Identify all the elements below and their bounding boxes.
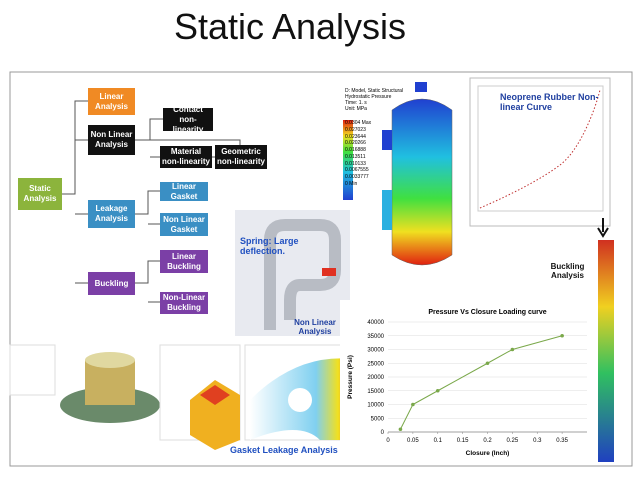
contour-legend-label: 0.027023	[345, 126, 366, 133]
x-tick-label: 0.3	[533, 438, 542, 444]
y-tick-label: 25000	[367, 361, 384, 367]
data-point	[411, 402, 415, 407]
y-axis-label: Pressure (Psi)	[347, 355, 354, 399]
x-tick-label: 0.25	[507, 438, 519, 444]
tree-node: Non Linear Gasket	[160, 213, 208, 236]
contour-legend-label: 0.020266	[345, 140, 366, 147]
tree-node: Leakage Analysis	[88, 200, 135, 228]
contour-header-line: Time: 1. s	[345, 100, 367, 106]
data-point	[398, 427, 403, 432]
x-tick-label: 0.2	[483, 438, 492, 444]
gasket-figure	[159, 344, 361, 450]
data-point	[560, 333, 564, 338]
buckling-caption: Buckling Analysis	[550, 262, 585, 280]
spring-figure	[235, 210, 350, 336]
y-tick-label: 0	[381, 430, 385, 436]
x-tick-label: 0	[386, 438, 390, 444]
rubber-figure	[469, 77, 611, 227]
y-tick-label: 30000	[367, 348, 384, 354]
x-tick-label: 0.15	[457, 438, 469, 444]
x-tick-label: 0.35	[556, 438, 568, 444]
flange-figure	[9, 344, 160, 423]
line-series	[399, 335, 563, 430]
spring-caption: Spring: Large deflection.	[240, 236, 299, 256]
contour-header: D: Model, Static Structural Hydrostatic P…	[345, 88, 403, 112]
spring-subcaption: Non Linear Analysis	[294, 318, 336, 336]
contour-legend: 0.0304 Max 0.027023 0.023644 0.020266 0.0168…	[345, 120, 371, 188]
slide-frame	[9, 71, 633, 467]
rubber-caption: Neoprene Rubber Non-linear Curve	[500, 92, 599, 112]
tree-node: Material non-linearity	[160, 146, 212, 168]
chart-background	[340, 300, 590, 462]
y-tick-label: 15000	[367, 389, 384, 395]
contour-legend-label: 0.010133	[345, 160, 366, 167]
tree-node: Linear Analysis	[88, 88, 135, 115]
gasket-caption: Gasket Leakage Analysis	[230, 445, 338, 455]
chart: Pressure Vs Closure Loading curve 0 5000 10…	[340, 300, 590, 462]
tree-node: Linear Gasket	[160, 182, 208, 201]
y-tick-label: 20000	[367, 375, 384, 381]
y-tick-label: 40000	[367, 320, 384, 326]
tree-node: Geometric non-linearity	[215, 145, 267, 169]
y-tick-label: 5000	[371, 416, 385, 422]
vessel-figure	[340, 82, 460, 275]
data-point	[485, 361, 490, 366]
contour-legend-label: 0.013511	[345, 153, 366, 160]
contour-header-line: Unit: MPa	[345, 106, 367, 112]
tree-node: Contact non-linearity	[163, 105, 213, 134]
contour-legend-label: 0.016888	[345, 147, 366, 153]
chart-title: Pressure Vs Closure Loading curve	[428, 309, 546, 316]
tree-node: Static Analysis	[18, 178, 62, 210]
contour-legend-label: 0.0304 Max	[345, 120, 372, 126]
contour-header-line: Hydrostatic Pressure	[345, 94, 392, 100]
contour-legend-label: 0 Min	[345, 180, 358, 187]
tree-node: Buckling	[88, 272, 135, 295]
tree-node: Non-Linear Buckling	[160, 292, 208, 314]
contour-legend-label: 0.0067555	[345, 167, 369, 174]
tree-node: Non Linear Analysis	[88, 125, 135, 155]
data-point	[435, 388, 440, 393]
y-tick-label: 10000	[367, 403, 384, 409]
buckling-figure	[597, 218, 614, 462]
contour-legend-label: 0.023644	[345, 133, 366, 140]
contour-header-line: D: Model, Static Structural	[345, 88, 404, 94]
data-point	[510, 347, 515, 352]
y-tick-label: 35000	[367, 334, 384, 340]
x-axis-label: Closure (Inch)	[466, 450, 510, 457]
tree-node: Linear Buckling	[160, 250, 208, 273]
x-tick-label: 0.1	[434, 438, 443, 444]
page-title: Static Analysis	[173, 6, 407, 47]
x-tick-label: 0.05	[407, 438, 419, 444]
contour-legend-label: 0.0033777	[345, 174, 369, 180]
